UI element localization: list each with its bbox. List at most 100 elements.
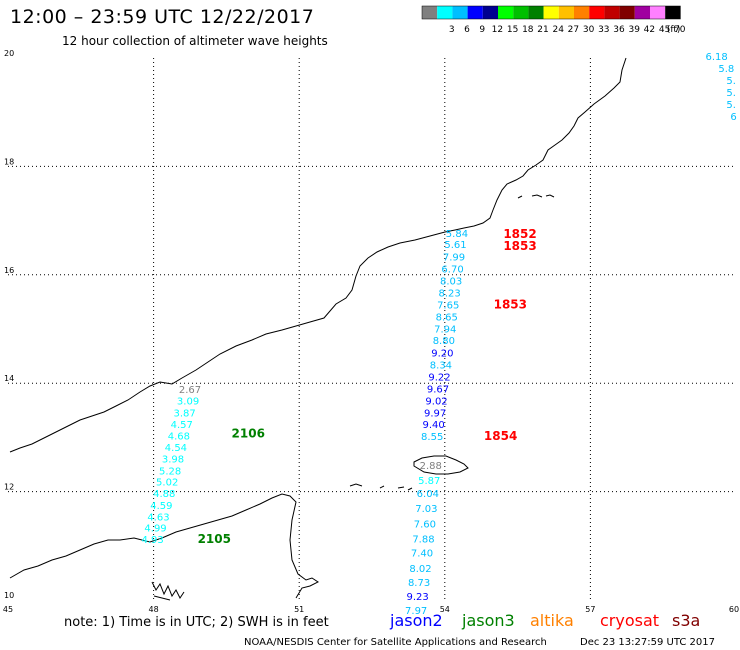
legend-label: 12 [492, 25, 503, 35]
swh-value: 2.67 [179, 385, 201, 396]
coastline [9, 57, 627, 601]
swh-value: 9.02 [425, 396, 447, 407]
legend-swatch [498, 6, 514, 19]
legend-swatch [574, 6, 590, 19]
swh-value: 9.67 [427, 384, 449, 395]
swh-value: 4.54 [165, 443, 187, 454]
legend-label: 24 [552, 25, 564, 35]
x-tick-label: 45 [3, 605, 13, 614]
swh-value: 5.02 [156, 478, 178, 489]
swh-value: 6.04 [417, 489, 439, 500]
swh-value: 3.98 [162, 454, 184, 465]
swh-value: 7.65 [437, 300, 459, 311]
lat-lon-grid [8, 58, 736, 600]
legend-swatch [589, 6, 605, 19]
legend-swatch [558, 6, 574, 19]
swh-value: 5.84 [446, 229, 468, 240]
swh-value: 9.20 [431, 349, 453, 360]
swh-value: 4.57 [171, 420, 193, 431]
swh-value: 7.60 [414, 519, 436, 530]
swh-value: 8.02 [409, 564, 431, 575]
legend-swatch [604, 6, 620, 19]
swh-value: 8.65 [436, 312, 458, 323]
swh-value: 4.93 [141, 535, 163, 546]
swh-value: 8.55 [421, 432, 443, 443]
kuria-muria-islands [517, 194, 555, 199]
swh-value: 9.97 [424, 408, 446, 419]
swh-value: 9.22 [428, 372, 450, 383]
legend-swatch [665, 6, 681, 19]
legend-swatch [452, 6, 468, 19]
y-tick-label: 16 [4, 266, 14, 275]
swh-value: 4.68 [168, 432, 190, 443]
legend-label: 39 [628, 25, 640, 35]
swh-value: 7.97 [405, 606, 427, 617]
legend-label: 70 [674, 25, 686, 35]
swh-value: 9.40 [423, 420, 445, 431]
legend-swatch [634, 6, 650, 19]
swh-value: 6 [730, 112, 736, 123]
y-tick-label: 10 [4, 591, 14, 600]
swh-value: 8.03 [440, 277, 462, 288]
legend-label: 6 [464, 25, 470, 35]
swh-value: 7.99 [443, 253, 465, 264]
x-tick-label: 60 [729, 605, 739, 614]
legend-label: 27 [568, 25, 579, 35]
swh-value: 5. [726, 76, 736, 87]
swh-value: 4.63 [147, 512, 169, 523]
legend-label: 3 [449, 25, 455, 35]
legend-swatch [619, 6, 635, 19]
y-tick-label: 18 [4, 157, 14, 166]
pass-time-label: 1853 [503, 239, 536, 253]
swh-value: 6.70 [441, 265, 463, 276]
x-tick-label: 57 [585, 605, 595, 614]
legend-label: 30 [583, 25, 595, 35]
swh-value: 5. [726, 100, 736, 111]
map-subtitle: 12 hour collection of altimeter wave hei… [62, 34, 328, 48]
pass-time-label: 2105 [198, 532, 231, 546]
x-tick-label: 51 [294, 605, 304, 614]
arabia-coastline [9, 57, 627, 453]
swh-value: 5. [726, 88, 736, 99]
legend-label: 42 [644, 25, 655, 35]
africa-coastline [9, 493, 319, 599]
legend-swatch [528, 6, 544, 19]
swh-value: 8.80 [433, 336, 455, 347]
legend-swatch [650, 6, 666, 19]
map-title: 12:00 – 23:59 UTC 12/22/2017 [10, 6, 315, 28]
axis-labels: 45 48 51 54 57 60 10 12 14 16 18 20 [3, 49, 739, 614]
swh-value: 7.03 [415, 504, 437, 515]
legend-label: 33 [598, 25, 609, 35]
swh-value: 7.40 [411, 549, 433, 560]
swh-value: 4.88 [153, 489, 175, 500]
pass-time-label: 1854 [484, 429, 517, 443]
x-tick-label: 48 [149, 605, 159, 614]
swh-value: 9.23 [406, 592, 428, 603]
legend-label: 36 [613, 25, 625, 35]
altimeter-values: 2.673.093.874.574.684.543.985.285.024.88… [141, 52, 736, 617]
swh-value: 4.59 [150, 501, 172, 512]
swh-value: 5.28 [159, 466, 181, 477]
x-tick-label: 54 [440, 605, 450, 614]
legend-label: 18 [522, 25, 534, 35]
legend-frame [421, 5, 681, 20]
swh-value: 5.61 [444, 240, 466, 251]
swh-value: 5.87 [418, 476, 440, 487]
swh-value: 5.8 [718, 64, 734, 75]
swh-value: 8.23 [439, 288, 461, 299]
swh-value: 8.34 [430, 361, 452, 372]
pass-time-label: 1853 [494, 297, 527, 311]
y-tick-label: 20 [4, 49, 14, 58]
legend-label: 45 [659, 25, 670, 35]
small-islands [349, 483, 413, 491]
y-tick-label: 14 [4, 374, 14, 383]
legend-label: 21 [537, 25, 548, 35]
swh-value: 7.88 [412, 535, 434, 546]
color-legend: 3 6 9 12 15 18 21 24 27 30 33 36 39 42 45 70(ft) [421, 5, 686, 35]
swh-value: 3.09 [177, 396, 199, 407]
legend-swatch [482, 6, 498, 19]
socotra-island [413, 455, 469, 475]
swh-value: 8.73 [408, 578, 430, 589]
y-tick-label: 12 [4, 483, 14, 492]
